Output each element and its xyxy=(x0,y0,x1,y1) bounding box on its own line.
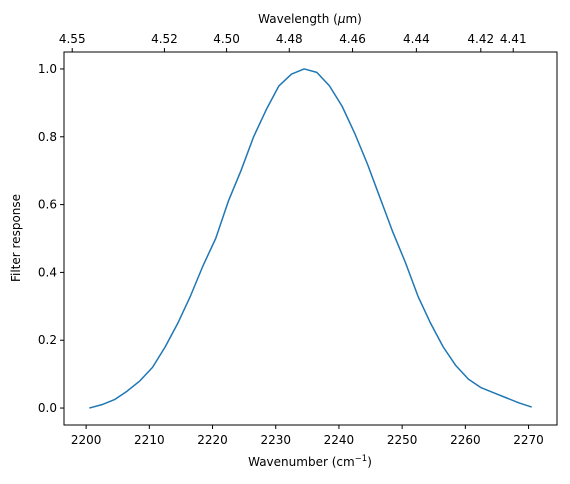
series-line-0 xyxy=(89,68,532,409)
top-tick-label: 4.44 xyxy=(403,32,430,46)
top-tick-label: 4.48 xyxy=(276,32,303,46)
y-tick-label: 0.8 xyxy=(38,130,57,144)
x-axis-title: Wavenumber (cm−1) xyxy=(248,454,372,469)
top-tick-label: 4.52 xyxy=(151,32,178,46)
x-tick-label: 2220 xyxy=(197,433,228,447)
top-tick-label: 4.41 xyxy=(500,32,527,46)
x-tick-label: 2200 xyxy=(71,433,102,447)
top-tick-label: 4.42 xyxy=(467,32,494,46)
x-tick-label: 2240 xyxy=(324,433,355,447)
x-tick-label: 2210 xyxy=(134,433,165,447)
y-tick-label: 1.0 xyxy=(38,62,57,76)
y-tick-label: 0.2 xyxy=(38,333,57,347)
x-tick-label: 2260 xyxy=(450,433,481,447)
x-tick-label: 2270 xyxy=(513,433,544,447)
top-axis-title: Wavelength (μm) xyxy=(258,12,362,26)
plot-area xyxy=(64,52,557,425)
top-tick-label: 4.55 xyxy=(59,32,86,46)
x-tick-label: 2250 xyxy=(387,433,418,447)
top-tick-label: 4.46 xyxy=(339,32,366,46)
y-tick-label: 0.0 xyxy=(38,401,57,415)
y-tick-label: 0.4 xyxy=(38,265,57,279)
plot-frame xyxy=(63,51,558,426)
x-tick-label: 2230 xyxy=(260,433,291,447)
y-axis-title: Filter response xyxy=(9,194,23,282)
top-tick-label: 4.50 xyxy=(213,32,240,46)
chart-marks: 2200 2210 2220 2230 2240 2250 2260 2270 0.0 0.2 0.… xyxy=(38,32,544,447)
y-tick-label: 0.6 xyxy=(38,198,57,212)
